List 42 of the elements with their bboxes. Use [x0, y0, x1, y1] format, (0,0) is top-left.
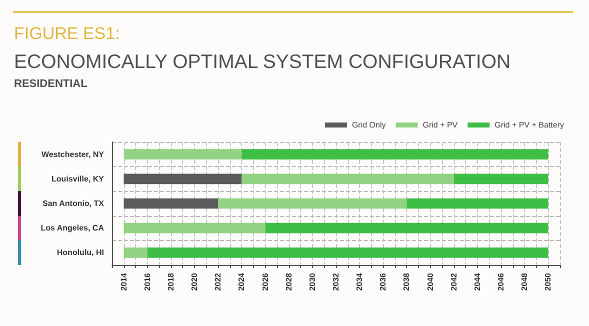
bar: [124, 222, 266, 234]
x-tick-label: 2024: [237, 272, 246, 291]
x-tick-label: 2020: [190, 272, 200, 291]
x-tick-label: 2036: [378, 272, 388, 291]
x-tick-label: 2030: [308, 272, 317, 291]
x-tick-label: 2018: [166, 272, 176, 291]
chart-title: FIGURE ES1:: [14, 24, 120, 44]
x-tick-label: 2046: [496, 272, 506, 291]
y-tick-label: Louisville, KY: [52, 174, 105, 184]
legend-label: Grid Only: [352, 120, 386, 130]
y-tick-label: San Antonio, TX: [42, 199, 105, 208]
bar: [265, 222, 548, 234]
x-tick-label: 2040: [426, 272, 435, 291]
bar: [124, 174, 242, 184]
legend-label: Grid + PV: [422, 120, 458, 130]
chart-subtitle: ECONOMICALLY OPTIMAL SYSTEM CONFIGURATION: [14, 51, 511, 73]
bar: [242, 149, 548, 160]
x-tick-label: 2034: [355, 272, 364, 291]
text: RESIDENTIAL: [14, 78, 88, 90]
legend-label: Grid + PV + Battery: [494, 120, 564, 130]
x-tick-label: 2044: [472, 272, 482, 291]
bar: [454, 174, 548, 184]
x-tick-label: 2038: [402, 272, 412, 291]
y-tick-label: Honolulu, HI: [56, 248, 104, 258]
x-tick-label: 2014: [119, 272, 128, 291]
x-tick-label: 2016: [142, 272, 152, 291]
x-tick-label: 2042: [449, 272, 458, 291]
bar: [124, 149, 242, 160]
x-tick-label: 2026: [260, 272, 270, 291]
y-tick-label: Westchester, NY: [41, 150, 105, 159]
y-tick-label: Los Angeles, CA: [40, 224, 104, 233]
x-tick-label: 2022: [214, 272, 223, 291]
bar: [124, 248, 148, 258]
bar: [124, 198, 218, 209]
bar: [406, 198, 548, 209]
x-tick-label: 2028: [284, 272, 294, 291]
x-tick-label: 2048: [520, 272, 530, 291]
bar: [242, 174, 454, 184]
x-tick-label: 2050: [544, 272, 553, 291]
bar: [147, 248, 548, 258]
bar: [218, 198, 407, 209]
x-tick-label: 2032: [332, 272, 340, 291]
